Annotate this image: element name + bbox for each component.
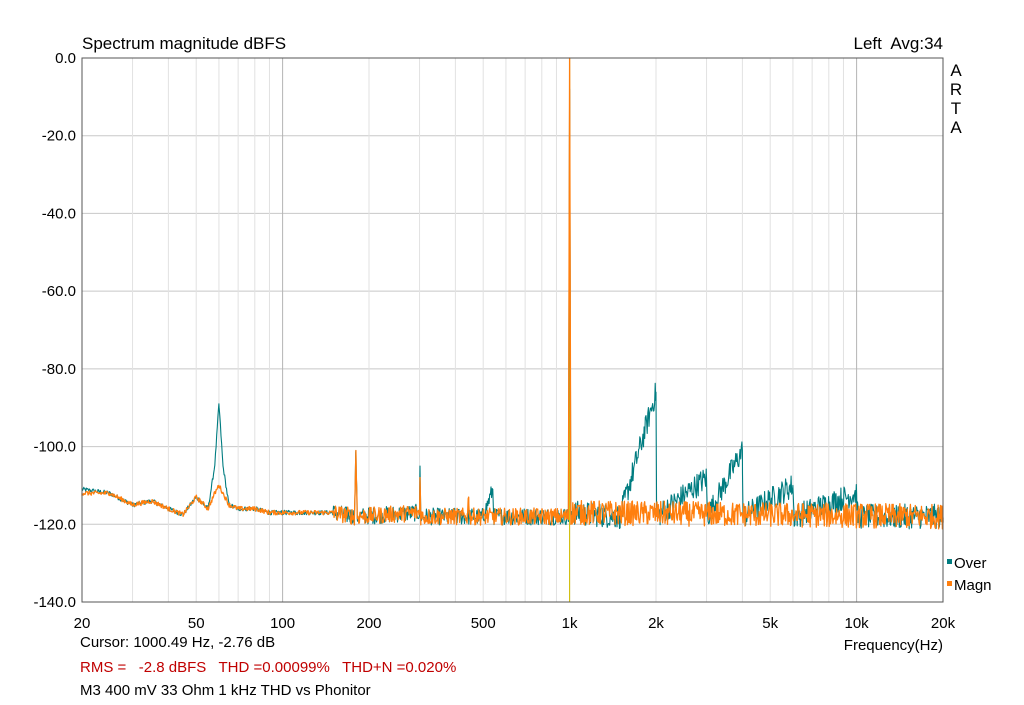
watermark-letter: A — [950, 61, 962, 80]
x-tick-label: 5k — [762, 615, 778, 632]
arta-watermark: A R T A — [950, 61, 962, 137]
y-tick-label: -80.0 — [42, 361, 76, 378]
x-tick-label: 2k — [648, 615, 664, 632]
x-axis-label: Frequency(Hz) — [844, 637, 943, 654]
y-tick-label: -40.0 — [42, 205, 76, 222]
x-tick-label: 200 — [356, 615, 381, 632]
watermark-letter: R — [950, 80, 962, 99]
x-tick-label: 50 — [188, 615, 205, 632]
watermark-letter: A — [950, 118, 962, 137]
y-tick-label: -60.0 — [42, 283, 76, 300]
x-tick-label: 100 — [270, 615, 295, 632]
x-tick-label: 20 — [74, 615, 91, 632]
series-line-over — [81, 88, 944, 530]
series-layer — [81, 57, 944, 530]
legend-swatch — [947, 581, 952, 586]
chart-title: Spectrum magnitude dBFS — [82, 34, 286, 53]
channel-info: Left Avg:34 — [854, 34, 943, 53]
cursor-readout: Cursor: 1000.49 Hz, -2.76 dB — [80, 634, 276, 651]
measurement-summary: RMS = -2.8 dBFS THD =0.00099% THD+N =0.0… — [80, 659, 457, 676]
y-tick-label: -120.0 — [33, 516, 76, 533]
y-tick-label: -100.0 — [33, 439, 76, 456]
x-tick-label: 1k — [562, 615, 578, 632]
y-tick-label: 0.0 — [55, 50, 76, 67]
legend-item-over[interactable]: Over — [947, 555, 987, 572]
legend[interactable]: Over Magn — [947, 555, 992, 594]
y-tick-label: -20.0 — [42, 128, 76, 145]
x-tick-label: 20k — [931, 615, 956, 632]
caption: M3 400 mV 33 Ohm 1 kHz THD vs Phonitor — [80, 682, 371, 699]
legend-label: Over — [954, 555, 987, 572]
x-tick-label: 10k — [845, 615, 870, 632]
plot-frame — [81, 57, 944, 603]
legend-label: Magn — [954, 577, 992, 594]
legend-swatch — [947, 559, 952, 564]
y-tick-label: -140.0 — [33, 594, 76, 611]
x-axis-ticks: 20 50 100 200 500 1k 2k 5k 10k 20k — [74, 615, 956, 632]
x-tick-label: 500 — [471, 615, 496, 632]
legend-item-magn[interactable]: Magn — [947, 577, 992, 594]
series-line-magn — [81, 57, 944, 530]
y-axis-ticks: 0.0 -20.0 -40.0 -60.0 -80.0 -100.0 -120.0 -140.… — [33, 50, 76, 611]
watermark-letter: T — [951, 99, 961, 118]
